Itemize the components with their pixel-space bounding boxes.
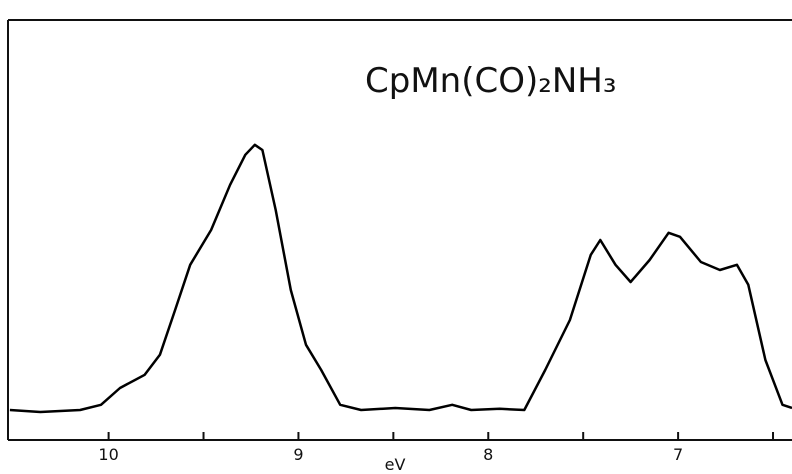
chart-title: CpMn(CO)₂NH₃ — [365, 61, 617, 101]
x-tick-label: 9 — [293, 445, 303, 464]
spectrum-line — [9, 143, 792, 414]
x-tick-label: 7 — [673, 445, 683, 464]
x-axis-label: eV — [385, 455, 406, 474]
x-tick-label: 10 — [98, 445, 118, 464]
x-tick-label: 8 — [483, 445, 493, 464]
